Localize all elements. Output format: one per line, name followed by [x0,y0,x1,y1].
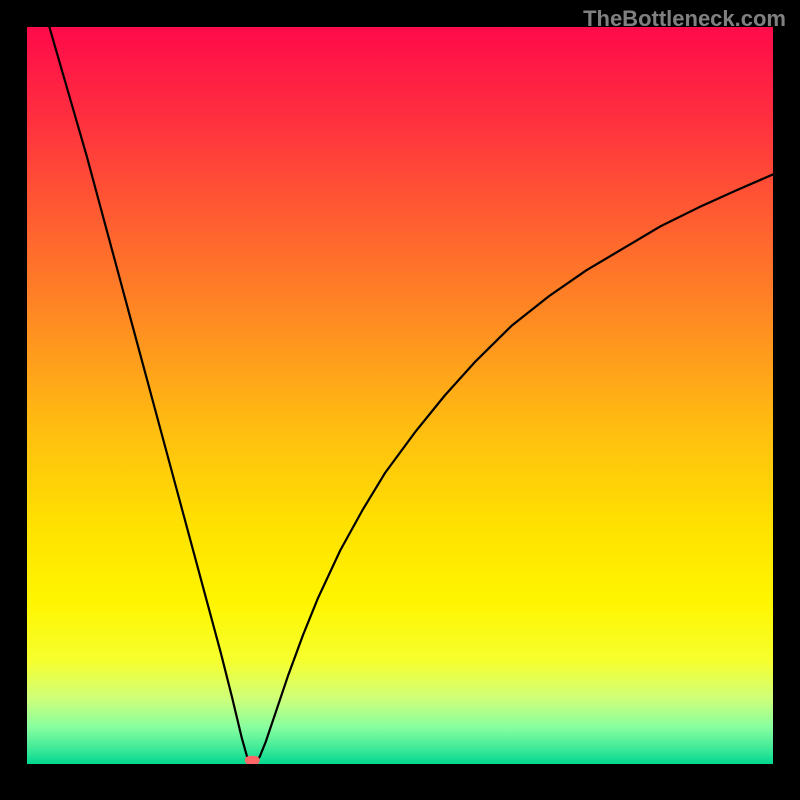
optimum-marker [245,756,260,764]
bottleneck-curve [27,27,773,764]
watermark-text: TheBottleneck.com [583,6,786,32]
